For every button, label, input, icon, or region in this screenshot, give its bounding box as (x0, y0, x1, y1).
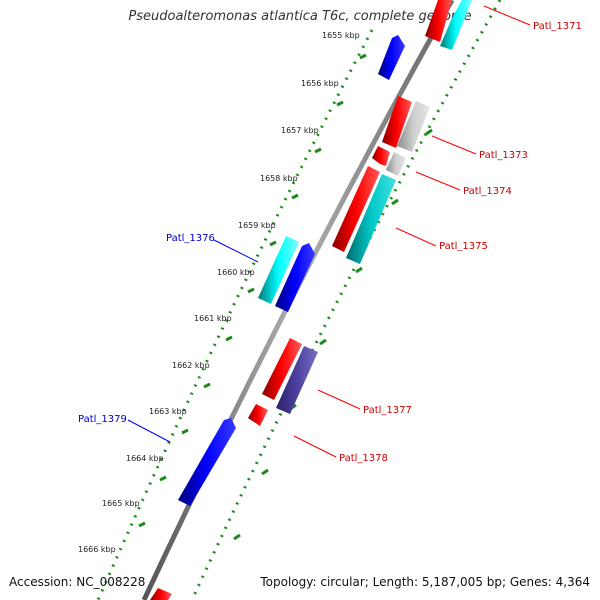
genome-backbone (141, 0, 455, 600)
gene-patl-1375-teal (346, 174, 396, 264)
gene-label-patl-1374: Patl_1374 (463, 186, 512, 197)
gene-arrow-forward (178, 418, 236, 506)
gene-label-patl-1378: Patl_1378 (339, 453, 388, 464)
kbp-scale: 1655 kbp 1656 kbp 1657 kbp 1658 kbp 1659… (78, 31, 360, 554)
kbp-tick-label: 1664 kbp (126, 454, 164, 463)
kbp-tick-label: 1665 kbp (102, 499, 140, 508)
forward-strand-features (178, 35, 405, 506)
gene-patl-1378 (248, 404, 268, 426)
gene-label-patl-1375: Patl_1375 (439, 241, 488, 252)
kbp-tick-label: 1660 kbp (217, 268, 255, 277)
reverse-strand-features (150, 0, 472, 600)
gene-arrow-reverse (262, 338, 302, 400)
gene-arrow-reverse (372, 146, 390, 166)
kbp-tick-label: 1662 kbp (172, 361, 210, 370)
gene-label-patl-1376: Patl_1376 (166, 233, 215, 244)
gene-arrow-cyan (440, 0, 472, 50)
gene-patl-1376-cyan (258, 236, 299, 304)
topology-text: Topology: circular; Length: 5,187,005 bp… (260, 575, 590, 589)
gene-labels: Patl_1371 Patl_1373 Patl_1374 Patl_1375 … (78, 21, 582, 464)
gene-arrow-reverse (332, 166, 380, 252)
gene-patl-1374-gray (386, 152, 406, 176)
gc-dotted-ring-inner (190, 0, 502, 600)
gene-patl-1373-gray (397, 101, 430, 152)
gene-arrow-reverse (382, 96, 412, 148)
gene-patl-1377-purple (276, 346, 318, 414)
kbp-tick-label: 1663 kbp (149, 407, 187, 416)
gene-label-patl-1377: Patl_1377 (363, 405, 412, 416)
gc-dotted-ring-outer (96, 29, 374, 600)
kbp-tick-label: 1661 kbp (194, 314, 232, 323)
kbp-tick-label: 1666 kbp (78, 545, 116, 554)
gene-label-patl-1373: Patl_1373 (479, 150, 528, 161)
map-title: Pseudoalteromonas atlantica T6c, complet… (128, 9, 472, 24)
gene-arrow-reverse (425, 0, 452, 42)
kbp-tick-label: 1658 kbp (260, 174, 298, 183)
gene-arrow-forward (275, 243, 315, 312)
gene-label-patl-1379: Patl_1379 (78, 414, 127, 425)
gene-label-patl-1371: Patl_1371 (533, 21, 582, 32)
kbp-tick-label: 1656 kbp (301, 79, 339, 88)
leader-lines (127, 5, 531, 458)
kbp-tick-label: 1657 kbp (281, 126, 319, 135)
gene-arrow-reverse (150, 588, 172, 600)
kbp-tick-label: 1659 kbp (238, 221, 276, 230)
gene-arrow-forward (378, 35, 405, 80)
kbp-tick-label: 1655 kbp (322, 31, 360, 40)
accession-text: Accession: NC_008228 (9, 575, 146, 589)
